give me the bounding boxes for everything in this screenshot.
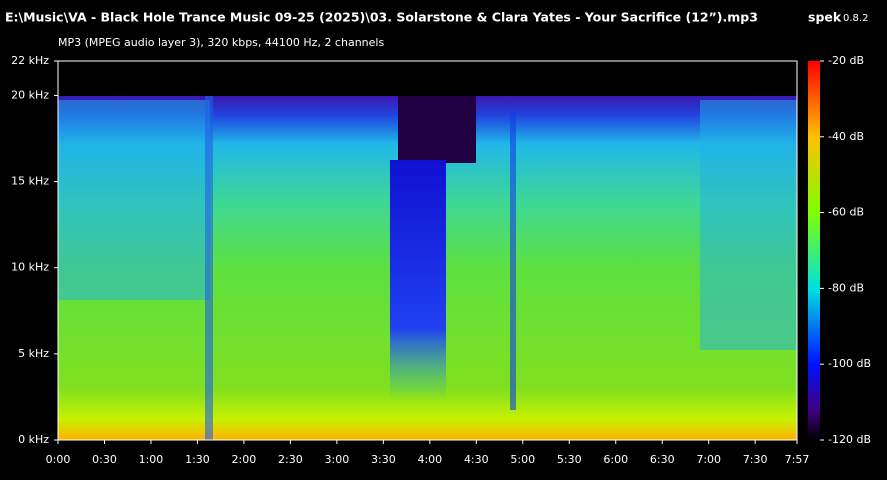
intro-band	[58, 100, 210, 300]
x-tick-label: 7:30	[743, 453, 768, 466]
level-scale	[808, 61, 820, 440]
app-name: spek	[808, 10, 842, 25]
x-tick-label: 6:30	[650, 453, 675, 466]
x-tick-label: 3:00	[325, 453, 350, 466]
plot-frame	[57, 60, 798, 441]
x-tick-label: 7:57	[785, 453, 810, 466]
level-tick-label: -120 dB	[828, 433, 871, 446]
y-tick-label: 0 kHz	[18, 433, 49, 446]
x-tick-label: 6:00	[603, 453, 628, 466]
level-tick-label: -40 dB	[828, 130, 864, 143]
x-tick-label: 3:30	[371, 453, 396, 466]
x-tick-label: 2:00	[232, 453, 257, 466]
level-tick-label: -80 dB	[828, 281, 864, 294]
x-tick-label: 4:00	[417, 453, 442, 466]
y-tick-label: 20 kHz	[11, 88, 49, 101]
y-tick-label: 15 kHz	[11, 175, 49, 188]
file-title: E:\Music\VA - Black Hole Trance Music 09…	[5, 10, 758, 25]
x-tick-label: 2:30	[278, 453, 303, 466]
quiet-band	[398, 96, 476, 163]
level-tick-label: -100 dB	[828, 357, 871, 370]
level-tick-label: -60 dB	[828, 206, 864, 219]
transient-band	[510, 110, 516, 410]
x-tick-label: 0:30	[92, 453, 117, 466]
app-version: 0.8.2	[843, 13, 868, 24]
spectrogram	[57, 60, 798, 441]
y-tick-label: 10 kHz	[11, 261, 49, 274]
breakdown-band	[390, 160, 446, 400]
y-tick-label: 5 kHz	[18, 347, 49, 360]
y-tick-label: 22 kHz	[11, 54, 49, 67]
x-tick-label: 0:00	[46, 453, 71, 466]
x-tick-label: 5:00	[510, 453, 535, 466]
x-tick-label: 1:30	[185, 453, 210, 466]
x-tick-label: 1:00	[139, 453, 164, 466]
x-tick-label: 5:30	[557, 453, 582, 466]
outro-band	[700, 100, 797, 350]
x-tick-label: 7:00	[696, 453, 721, 466]
x-tick-label: 4:30	[464, 453, 489, 466]
level-tick-label: -20 dB	[828, 54, 864, 67]
transient-band	[205, 96, 213, 440]
file-info: MP3 (MPEG audio layer 3), 320 kbps, 4410…	[58, 36, 384, 49]
